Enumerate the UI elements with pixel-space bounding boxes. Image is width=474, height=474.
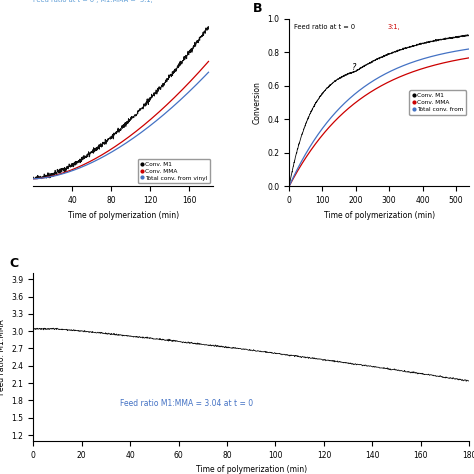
Text: Feed ratio at t = 0 , M1:MMA =  3:1,: Feed ratio at t = 0 , M1:MMA = 3:1, — [33, 0, 153, 3]
X-axis label: Time of polymerization (min): Time of polymerization (min) — [324, 210, 435, 219]
Legend: Conv. M1, Conv. MMA, Total conv. from: Conv. M1, Conv. MMA, Total conv. from — [410, 91, 466, 115]
X-axis label: Time of polymerization (min): Time of polymerization (min) — [196, 465, 307, 474]
Y-axis label: Feed ratio: M1:MMA: Feed ratio: M1:MMA — [0, 319, 6, 395]
Text: Feed ratio M1:MMA = 3.04 at t = 0: Feed ratio M1:MMA = 3.04 at t = 0 — [120, 400, 254, 409]
Text: ?: ? — [353, 63, 357, 72]
Text: B: B — [253, 2, 263, 15]
Text: 3:1,: 3:1, — [387, 24, 400, 30]
Legend: Conv. M1, Conv. MMA, Total conv. from vinyl: Conv. M1, Conv. MMA, Total conv. from vi… — [138, 159, 210, 183]
Text: Feed ratio at t = 0: Feed ratio at t = 0 — [294, 24, 358, 30]
X-axis label: Time of polymerization (min): Time of polymerization (min) — [68, 210, 179, 219]
Y-axis label: Conversion: Conversion — [253, 81, 262, 124]
Text: C: C — [9, 257, 18, 270]
